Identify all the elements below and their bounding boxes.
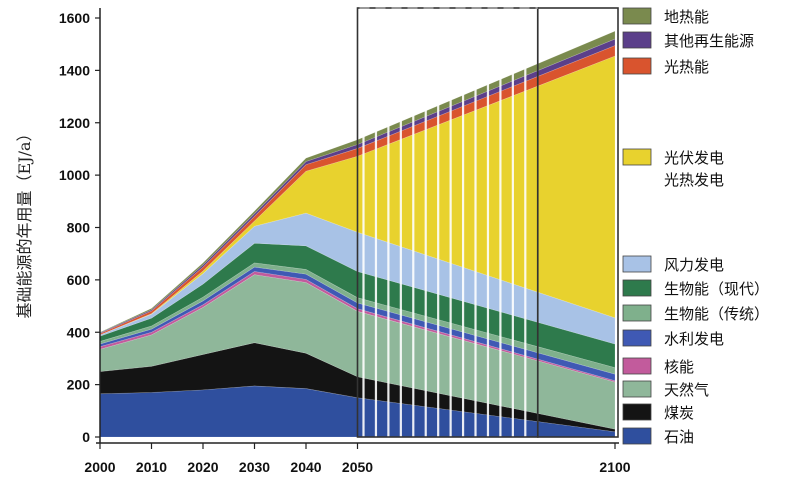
x-tick-label: 2010 xyxy=(136,459,167,475)
y-tick-label: 400 xyxy=(67,324,91,340)
legend-label: 煤炭 xyxy=(664,404,694,422)
x-tick-label: 2040 xyxy=(290,459,321,475)
area-series-5 xyxy=(99,262,616,375)
legend-label-line2: 光热发电 xyxy=(664,171,724,189)
legend-swatch xyxy=(622,255,652,273)
y-tick-label: 1200 xyxy=(59,115,90,131)
x-tick-label: 2050 xyxy=(342,459,373,475)
x-tick-label: 2030 xyxy=(239,459,270,475)
area-series-11 xyxy=(99,30,616,334)
legend-label: 天然气 xyxy=(664,381,709,399)
legend-label: 其他再生能源 xyxy=(664,32,754,50)
x-tick-label: 2020 xyxy=(187,459,218,475)
legend-label: 地热能 xyxy=(664,8,709,26)
x-tick-labels: 2000 2010 2020 2030 2040 2050 2100 xyxy=(84,443,631,475)
legend-label: 光热能 xyxy=(664,58,709,76)
legend-label: 生物能（现代） xyxy=(664,280,769,298)
y-tick-label: 0 xyxy=(82,429,90,445)
forecast-frame-2100 xyxy=(536,7,619,438)
legend-label: 风力发电 xyxy=(664,256,724,274)
legend-label: 核能 xyxy=(664,358,694,376)
legend-label: 水利发电 xyxy=(664,330,724,348)
y-tick-label: 200 xyxy=(67,377,91,393)
legend-swatch xyxy=(622,31,652,49)
y-tick-label: 1000 xyxy=(59,167,90,183)
area-series-10 xyxy=(99,38,616,335)
legend-swatch xyxy=(622,279,652,297)
legend-swatch xyxy=(622,427,652,445)
legend-swatch xyxy=(622,380,652,398)
y-tick-labels: 0 200 400 600 800 1000 1200 1400 1600 xyxy=(59,10,100,445)
legend-swatch xyxy=(622,304,652,322)
x-tick-label: 2000 xyxy=(84,459,115,475)
legend-swatch xyxy=(622,7,652,25)
y-tick-label: 600 xyxy=(67,272,91,288)
y-axis-label: 基础能源的年用量（EJ/a） xyxy=(15,125,34,318)
legend-swatch xyxy=(622,148,652,166)
legend-label: 光伏发电 xyxy=(664,149,724,167)
legend-swatch xyxy=(622,57,652,75)
y-tick-label: 1600 xyxy=(59,10,90,26)
forecast-region xyxy=(356,7,619,438)
legend-label: 石油 xyxy=(664,428,694,446)
x-tick-label: 2100 xyxy=(599,459,630,475)
legend-label: 生物能（传统） xyxy=(664,305,769,323)
y-tick-label: 800 xyxy=(67,220,91,236)
y-tick-label: 1400 xyxy=(59,62,90,78)
legend-swatch xyxy=(622,403,652,421)
legend-swatch xyxy=(622,357,652,375)
legend-swatch xyxy=(622,329,652,347)
